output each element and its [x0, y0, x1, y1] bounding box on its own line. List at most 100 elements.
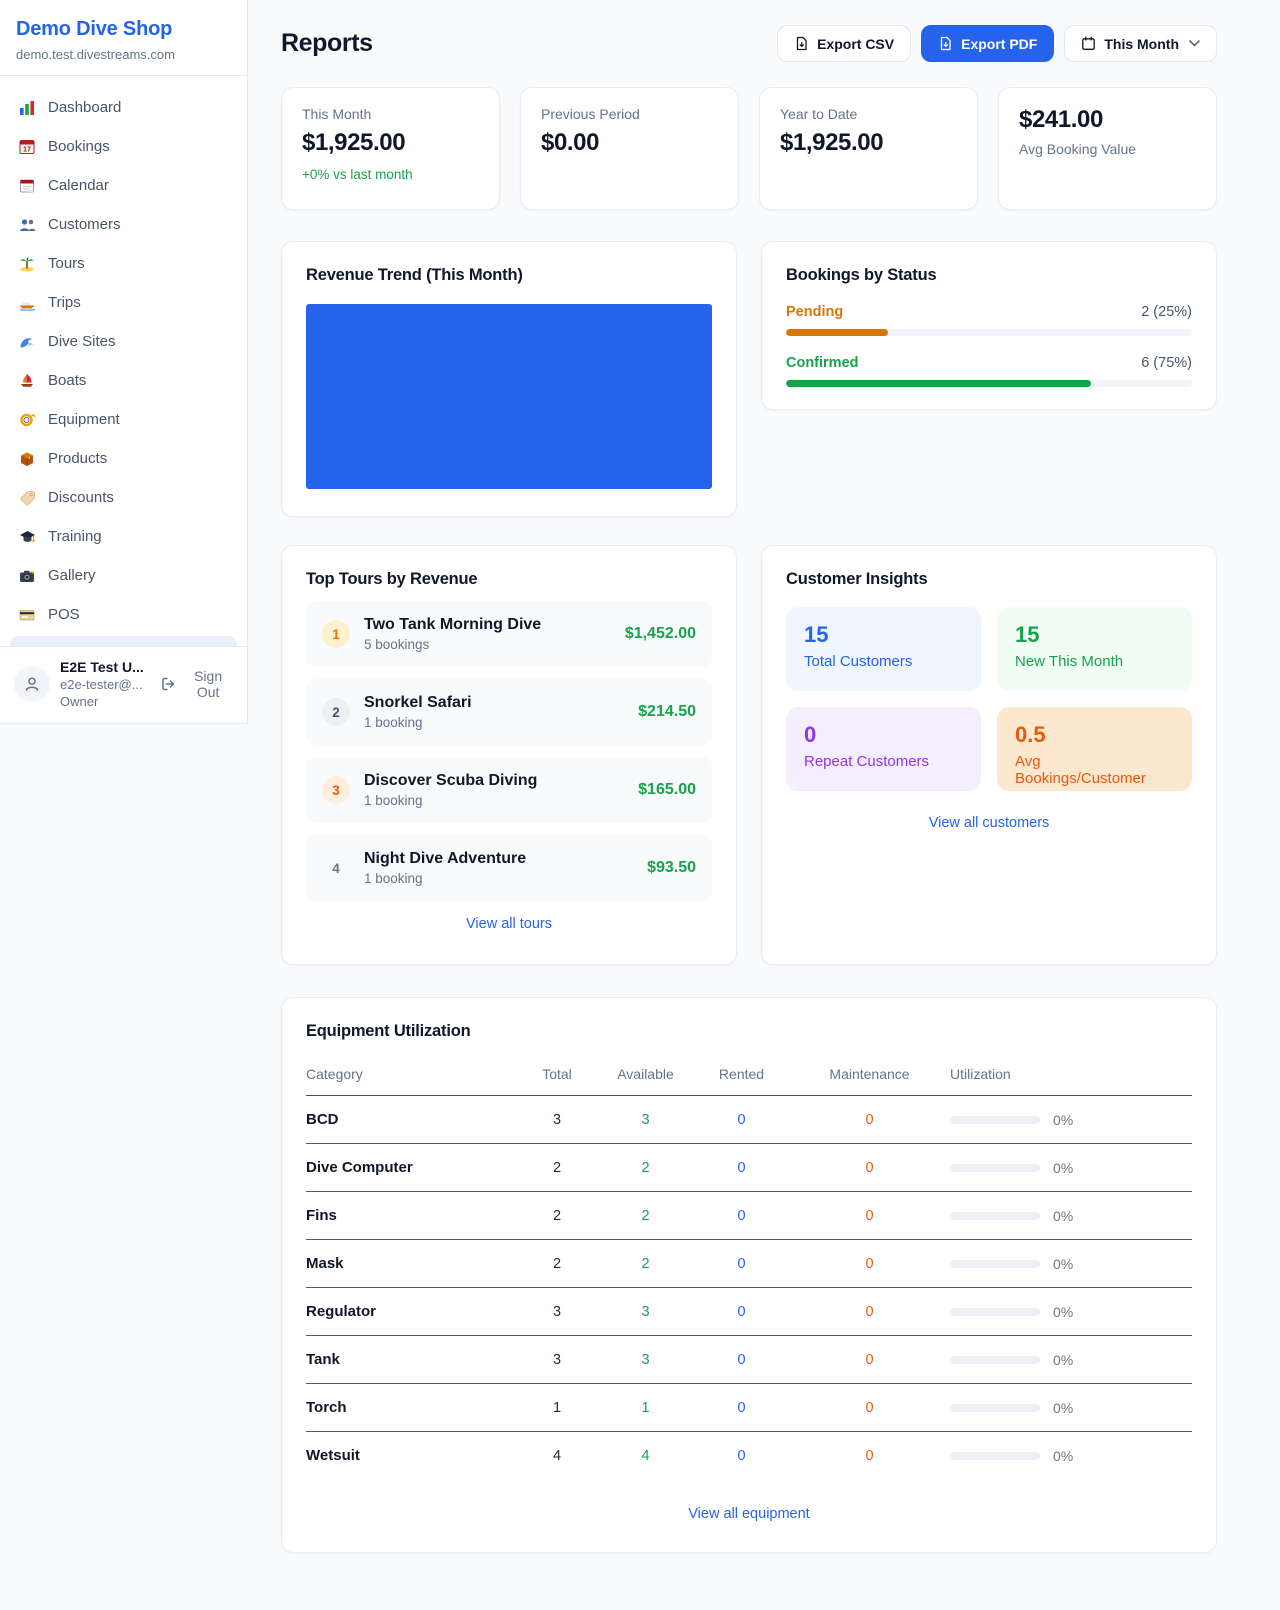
- tile-new-this-month: 15 New This Month: [997, 607, 1192, 691]
- equipment-total: 2: [552, 1255, 562, 1272]
- user-role: Owner: [60, 694, 99, 709]
- view-all-tours-link[interactable]: View all tours: [306, 916, 712, 932]
- revenue-trend-title: Revenue Trend (This Month): [306, 266, 523, 284]
- utilization-percent: 0%: [1053, 1255, 1074, 1272]
- equipment-available: 2: [641, 1255, 650, 1272]
- stat-value: $1,925.00: [780, 129, 884, 156]
- status-count: 6 (75%): [1141, 355, 1192, 371]
- diving-mask-icon: [18, 412, 36, 428]
- brand-block: Demo Dive Shop demo.test.divestreams.com: [0, 0, 247, 76]
- sidebar-item-tours[interactable]: Tours: [8, 244, 239, 283]
- sidebar-item-label: Training: [48, 528, 102, 545]
- equipment-rented: 0: [737, 1111, 746, 1128]
- sidebar-item-label: POS: [48, 606, 80, 623]
- sidebar-item-training[interactable]: Training: [8, 517, 239, 556]
- user-info: E2E Test U... e2e-tester@... Owner: [60, 659, 150, 709]
- tour-revenue: $214.50: [638, 703, 696, 720]
- sidebar-item-label: Dive Sites: [48, 333, 116, 350]
- table-row: Torch 1 1 0 0 0%: [306, 1384, 1192, 1432]
- tour-name: Snorkel Safari: [364, 694, 472, 711]
- tour-row: 4 Night Dive Adventure 1 booking $93.50: [306, 835, 712, 901]
- utilization-bar: [950, 1115, 1040, 1124]
- equipment-available: 2: [641, 1207, 650, 1224]
- view-all-equipment-link[interactable]: View all equipment: [306, 1506, 1192, 1522]
- sidebar-item-reports-active-partial[interactable]: [10, 636, 237, 646]
- col-available: Available: [617, 1066, 674, 1082]
- tile-repeat-customers: 0 Repeat Customers: [786, 707, 981, 791]
- sidebar-item-label: Products: [48, 450, 108, 467]
- sign-out-button[interactable]: Sign Out: [160, 668, 233, 700]
- utilization-cell: 0%: [950, 1352, 1192, 1368]
- status-row-confirmed: Confirmed 6 (75%): [786, 355, 1192, 387]
- insight-tiles: 15 Total Customers 15 New This Month 0 R…: [786, 607, 1192, 791]
- sidebar-item-bookings[interactable]: 17 Bookings: [8, 127, 239, 166]
- calendar-date-icon: 17: [18, 139, 36, 155]
- equipment-total: 3: [552, 1303, 562, 1320]
- utilization-cell: 0%: [950, 1304, 1192, 1320]
- sidebar-item-pos[interactable]: POS: [8, 595, 239, 634]
- period-label: This Month: [1104, 35, 1179, 52]
- col-total: Total: [542, 1066, 572, 1082]
- sidebar-item-calendar[interactable]: Calendar: [8, 166, 239, 205]
- revenue-trend-card: Revenue Trend (This Month): [281, 241, 737, 517]
- utilization-percent: 0%: [1053, 1351, 1074, 1368]
- sidebar-item-dashboard[interactable]: Dashboard: [8, 88, 239, 127]
- equipment-rented: 0: [737, 1351, 746, 1368]
- sailboat-icon: [18, 373, 36, 389]
- sidebar-item-trips[interactable]: Trips: [8, 283, 239, 322]
- calendar-icon: [1081, 36, 1096, 51]
- table-row: Wetsuit 4 4 0 0 0%: [306, 1432, 1192, 1479]
- top-tours-title: Top Tours by Revenue: [306, 570, 478, 588]
- col-category: Category: [306, 1066, 363, 1082]
- sidebar-item-dive-sites[interactable]: Dive Sites: [8, 322, 239, 361]
- sidebar-item-products[interactable]: Products: [8, 439, 239, 478]
- equipment-available: 4: [641, 1447, 650, 1464]
- credit-card-icon: [18, 607, 36, 623]
- period-select[interactable]: This Month: [1064, 25, 1217, 62]
- sidebar-item-customers[interactable]: Customers: [8, 205, 239, 244]
- avatar: [14, 666, 50, 702]
- island-icon: [18, 256, 36, 272]
- sidebar-item-boats[interactable]: Boats: [8, 361, 239, 400]
- sidebar-item-equipment[interactable]: Equipment: [8, 400, 239, 439]
- equipment-rented: 0: [737, 1207, 746, 1224]
- equipment-maintenance: 0: [865, 1351, 874, 1368]
- tour-bookings: 1 booking: [364, 793, 423, 808]
- sidebar-item-discounts[interactable]: Discounts: [8, 478, 239, 517]
- utilization-bar: [950, 1307, 1040, 1316]
- progress-fill: [786, 380, 1091, 387]
- equipment-rented: 0: [737, 1303, 746, 1320]
- shop-name: Demo Dive Shop: [16, 18, 173, 40]
- sidebar-item-label: Equipment: [48, 411, 120, 428]
- equipment-category: Fins: [306, 1207, 337, 1224]
- export-pdf-button[interactable]: Export PDF: [921, 25, 1055, 62]
- main-content: Reports Export CSV Export PDF This Month: [248, 0, 1280, 1595]
- equipment-available: 3: [641, 1351, 650, 1368]
- shop-domain: demo.test.divestreams.com: [16, 47, 175, 62]
- utilization-percent: 0%: [1053, 1303, 1074, 1320]
- stat-value: $241.00: [1019, 106, 1103, 133]
- table-row: BCD 3 3 0 0 0%: [306, 1096, 1192, 1144]
- equipment-available: 2: [641, 1159, 650, 1176]
- tour-name: Discover Scuba Diving: [364, 772, 538, 789]
- utilization-bar: [950, 1451, 1040, 1460]
- table-row: Tank 3 3 0 0 0%: [306, 1336, 1192, 1384]
- status-count: 2 (25%): [1141, 304, 1192, 320]
- insights-row: Top Tours by Revenue 1 Two Tank Morning …: [281, 545, 1217, 965]
- equipment-maintenance: 0: [865, 1447, 874, 1464]
- export-csv-button[interactable]: Export CSV: [777, 25, 912, 62]
- tour-row: 1 Two Tank Morning Dive 5 bookings $1,45…: [306, 601, 712, 667]
- utilization-percent: 0%: [1053, 1207, 1074, 1224]
- equipment-total: 1: [552, 1399, 562, 1416]
- sidebar-item-label: Discounts: [48, 489, 114, 506]
- table-row: Fins 2 2 0 0 0%: [306, 1192, 1192, 1240]
- rank-badge: 4: [332, 860, 340, 876]
- sidebar-item-gallery[interactable]: Gallery: [8, 556, 239, 595]
- revenue-trend-chart: [306, 304, 712, 489]
- equipment-category: Wetsuit: [306, 1447, 360, 1464]
- view-all-customers-link[interactable]: View all customers: [786, 815, 1192, 831]
- equipment-total: 3: [552, 1351, 562, 1368]
- utilization-bar: [950, 1259, 1040, 1268]
- header-actions: Export CSV Export PDF This Month: [777, 25, 1217, 62]
